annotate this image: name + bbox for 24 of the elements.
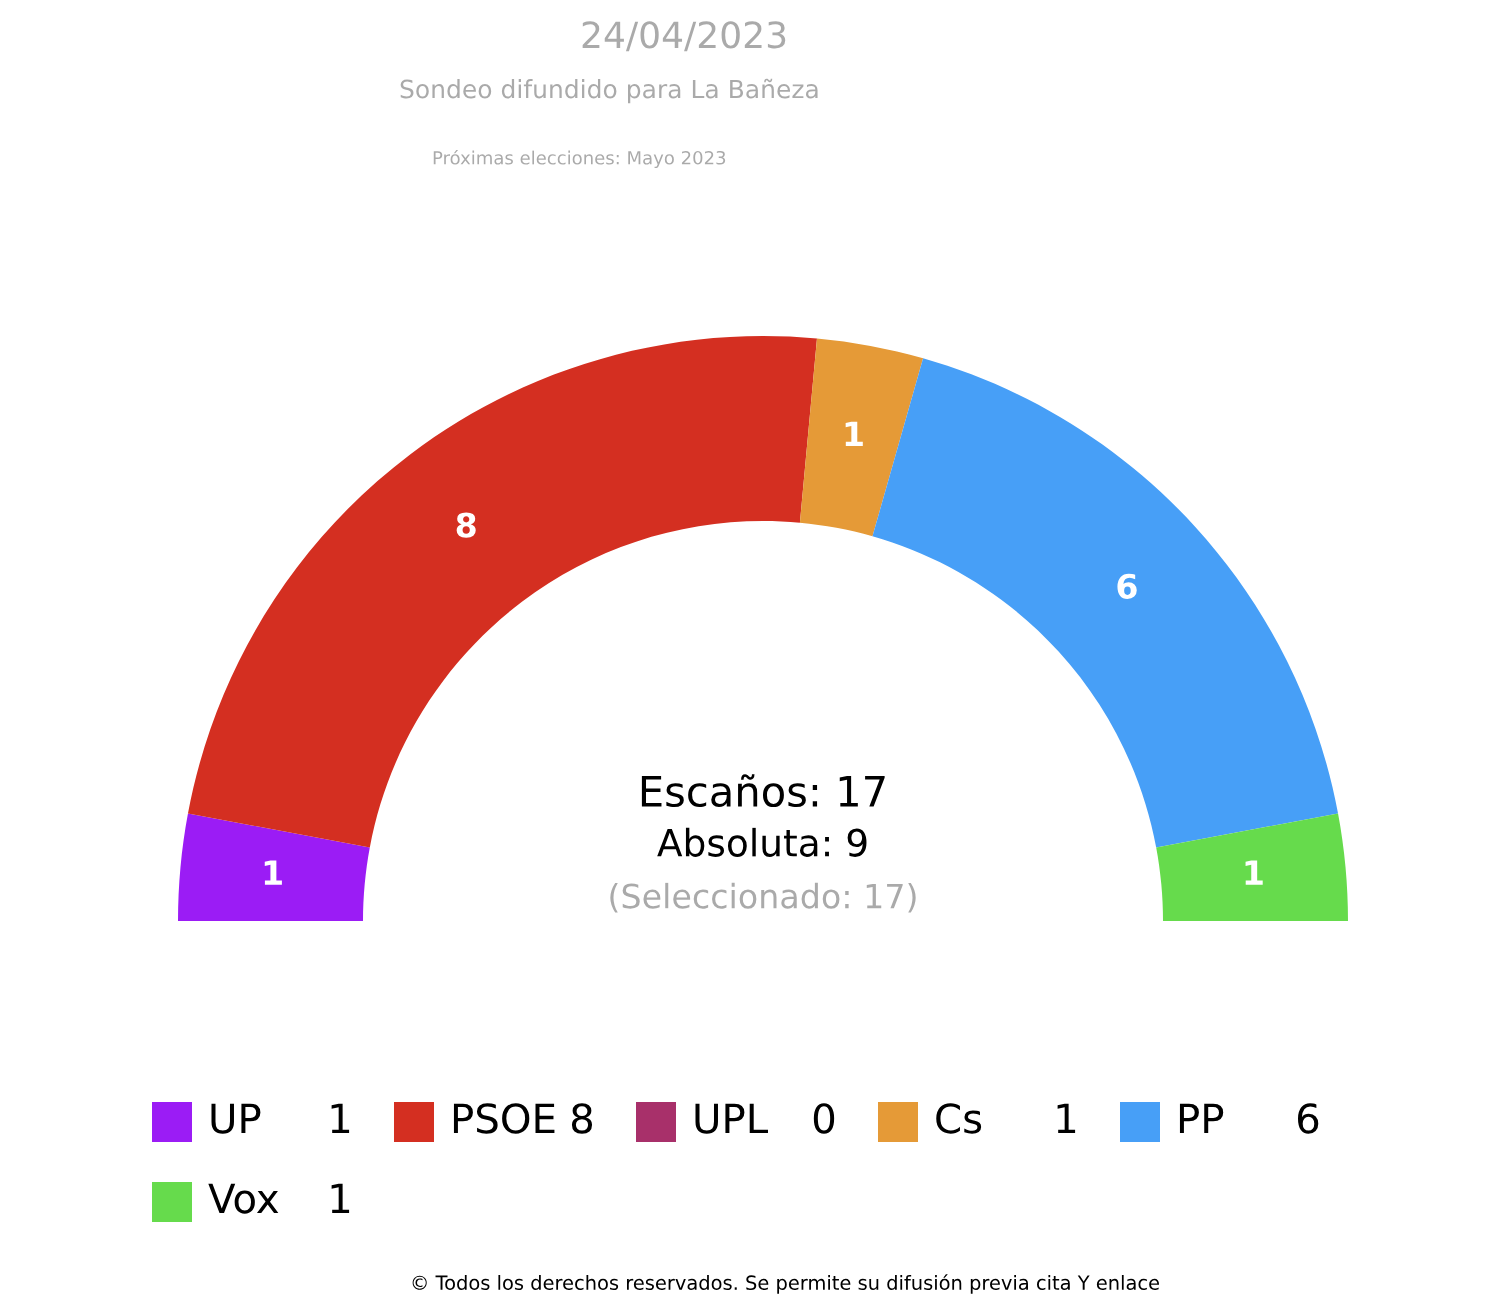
data-label: 1 <box>264 860 282 885</box>
text: 8 <box>571 1103 593 1134</box>
text: Absoluta: 9 <box>657 827 867 857</box>
text: (Seleccionado: 17) <box>610 882 916 913</box>
legend-label: PP <box>1179 1103 1224 1134</box>
data-label: 1 <box>1245 860 1263 885</box>
text: Escaños: 17 <box>641 774 885 808</box>
chart-subtitle: Sondeo difundido para La Bañeza <box>400 78 818 104</box>
text: 6 <box>1298 1103 1319 1134</box>
data-label: 1 <box>845 421 863 447</box>
text: 1 <box>1057 1103 1076 1134</box>
data-label: 6 <box>1117 573 1137 599</box>
text: Próximas elecciones: Mayo 2023 <box>433 149 726 169</box>
data-label: 8 <box>456 512 476 538</box>
text: 1 <box>331 1103 350 1134</box>
legend-label: UPL <box>695 1103 768 1134</box>
legend-label: PSOE <box>453 1103 555 1134</box>
legend-label: Vox <box>208 1183 279 1214</box>
text: 1 <box>331 1183 350 1214</box>
legend-label: Cs <box>936 1103 982 1134</box>
text: 0 <box>813 1103 835 1134</box>
chart-title: 24/04/2023 <box>582 21 786 52</box>
legend-label: UP <box>211 1103 261 1134</box>
text: © Todos los derechos reservados. Se permite su difusión previa cita Y enlace <box>412 1274 1160 1294</box>
